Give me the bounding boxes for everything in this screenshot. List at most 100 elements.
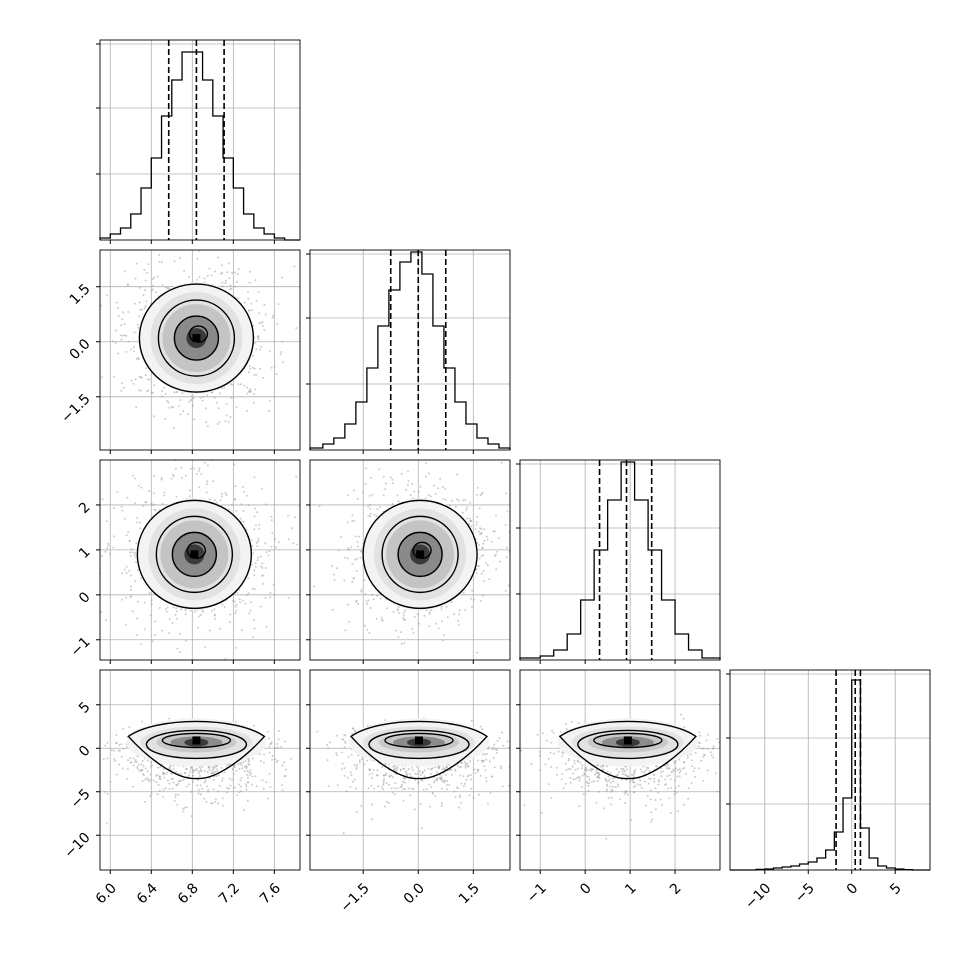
scatter-point [385, 800, 388, 803]
scatter-point [403, 788, 406, 791]
scatter-point [233, 786, 236, 789]
scatter-point [158, 606, 161, 609]
scatter-point [120, 389, 123, 392]
scatter-point [257, 338, 260, 341]
scatter-point [148, 592, 151, 595]
scatter-point [491, 748, 494, 751]
scatter-point [458, 806, 460, 809]
scatter-point [244, 770, 246, 773]
scatter-point [260, 565, 263, 568]
scatter-point [437, 487, 439, 490]
scatter-point [138, 315, 141, 318]
scatter-point [141, 720, 144, 723]
scatter-point [500, 461, 503, 464]
scatter-point [184, 613, 187, 615]
scatter-point [240, 776, 243, 779]
scatter-point [707, 733, 710, 736]
scatter-point [167, 287, 170, 290]
scatter-point [150, 502, 153, 505]
scatter-point [234, 766, 236, 769]
scatter-point [274, 546, 277, 549]
scatter-point [459, 774, 462, 777]
scatter-point [126, 496, 129, 499]
scatter-point [376, 769, 379, 772]
scatter-point [225, 402, 228, 405]
scatter-point [205, 421, 208, 424]
scatter-point [195, 769, 198, 772]
scatter-point [252, 636, 255, 638]
scatter-point [235, 509, 238, 512]
scatter-point [100, 554, 103, 557]
scatter-point [407, 768, 410, 771]
scatter-point [98, 511, 100, 513]
scatter-point [428, 612, 431, 615]
scatter-point [214, 800, 217, 803]
scatter-point [476, 486, 479, 489]
scatter-point [160, 261, 163, 263]
scatter-point [163, 491, 166, 494]
scatter-point [137, 600, 140, 603]
scatter-point [198, 775, 201, 777]
scatter-point [253, 569, 256, 572]
scatter-point [621, 770, 624, 773]
scatter-point [216, 768, 218, 771]
x-tick-label: 0.0 [401, 880, 428, 907]
scatter-point [349, 771, 352, 774]
scatter-point [107, 544, 110, 547]
scatter-point [270, 545, 273, 548]
scatter-point [505, 492, 508, 495]
scatter-point [480, 759, 483, 762]
scatter-point [476, 493, 478, 496]
scatter-point [347, 547, 350, 550]
scatter-point [281, 276, 284, 279]
scatter-point [259, 367, 262, 370]
scatter-point [411, 483, 414, 485]
scatter-point [350, 774, 353, 777]
scatter-point [216, 423, 219, 425]
scatter-point [396, 766, 399, 769]
scatter-point [668, 774, 671, 777]
scatter-point [423, 443, 425, 445]
scatter-point [148, 780, 151, 783]
scatter-panel-1-2 [306, 443, 511, 664]
scatter-point [344, 742, 347, 744]
scatter-point [257, 335, 260, 338]
scatter-point [253, 476, 256, 479]
scatter-point [231, 768, 234, 771]
scatter-point [369, 507, 372, 510]
scatter-point [434, 492, 437, 495]
scatter-point [690, 759, 693, 762]
scatter-point [144, 374, 147, 377]
scatter-point [258, 312, 261, 315]
scatter-point [270, 366, 273, 369]
scatter-point [121, 572, 123, 575]
scatter-point [207, 790, 209, 793]
scatter-point [352, 780, 354, 783]
scatter-point [133, 760, 136, 763]
scatter-point [445, 605, 448, 608]
scatter-point [268, 751, 271, 754]
scatter-point [253, 627, 256, 630]
scatter-point [416, 613, 419, 616]
scatter-point [428, 611, 431, 614]
scatter-point [268, 399, 271, 402]
scatter-point [470, 787, 472, 790]
scatter-point [114, 329, 117, 332]
scatter-point [244, 602, 247, 605]
scatter-point [169, 765, 172, 768]
scatter-point [381, 766, 384, 768]
scatter-point [456, 764, 459, 767]
scatter-point [228, 777, 231, 780]
scatter-point [229, 382, 232, 385]
scatter-point [247, 290, 249, 293]
scatter-point [476, 768, 479, 771]
scatter-point [370, 785, 373, 787]
histogram-panel-0 [96, 39, 301, 244]
scatter-point [446, 783, 448, 786]
scatter-point [105, 520, 108, 523]
contour-line [362, 499, 478, 610]
scatter-point [582, 793, 585, 796]
scatter-point [313, 585, 316, 588]
scatter-point [504, 524, 507, 526]
